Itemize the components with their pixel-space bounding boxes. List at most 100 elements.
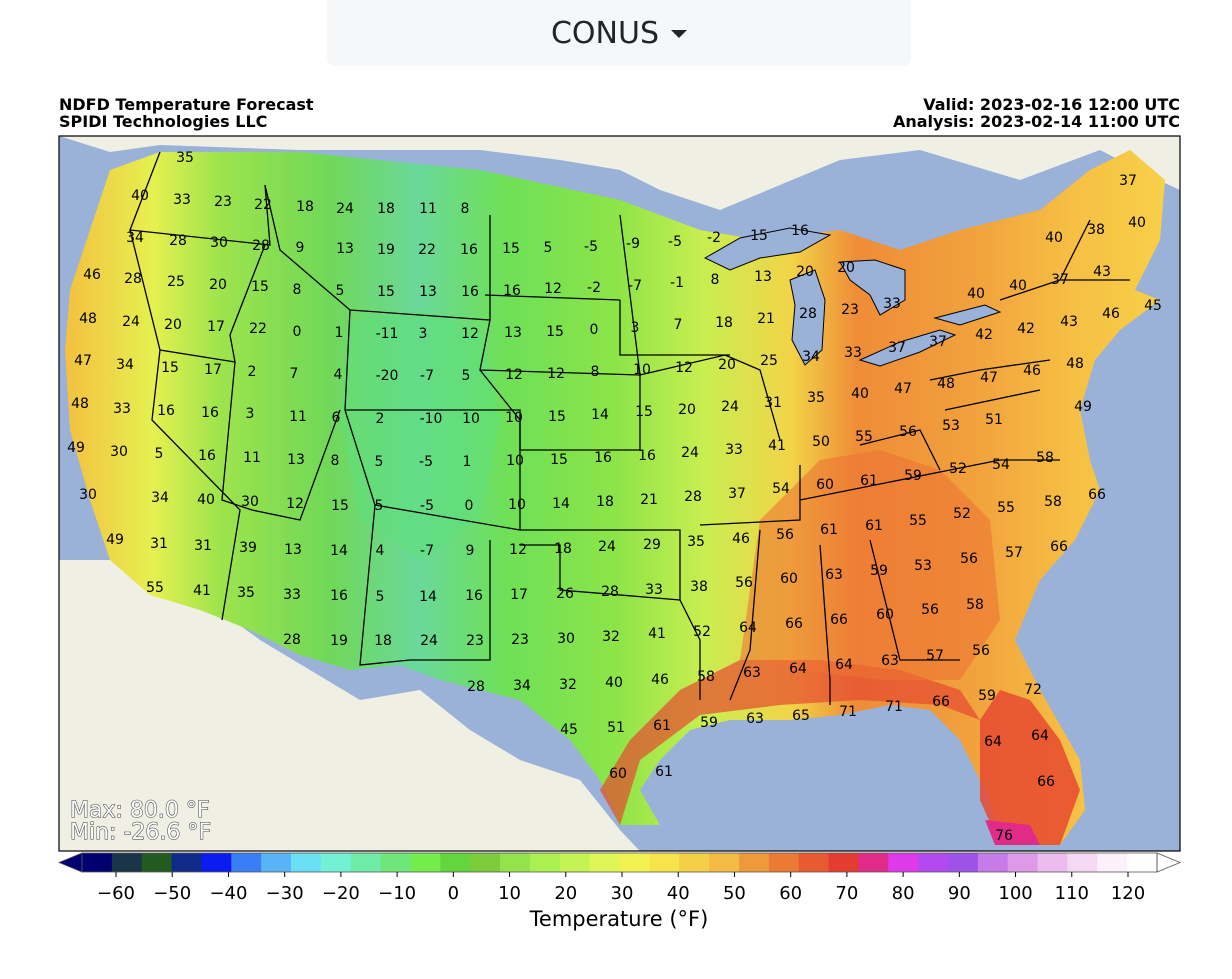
temperature-label: 5 [376, 589, 385, 605]
colorbar-swatch [350, 853, 382, 872]
colorbar-swatch [529, 853, 561, 872]
colorbar-swatch [709, 853, 740, 872]
colorbar-tick-label: −40 [209, 883, 247, 904]
colorbar-swatch [201, 853, 232, 872]
temperature-label: 13 [754, 269, 772, 285]
temperature-label: 61 [865, 518, 883, 534]
colorbar: −60 −50 −40 −30 −20 −10 0 10 20 30 40 50 60 70 80 90 100… [57, 852, 1182, 904]
temperature-label: 37 [929, 334, 947, 350]
colorbar-swatch [589, 853, 620, 872]
temperature-label: 46 [732, 531, 750, 547]
baja-land [175, 610, 300, 851]
colorbar-swatch [111, 853, 143, 872]
temperature-label: 42 [1017, 321, 1035, 337]
colorbar-tick-label: 30 [611, 883, 634, 904]
region-dropdown[interactable]: CONUS [327, 0, 911, 66]
temperature-label: 46 [83, 267, 101, 283]
temperature-label: 39 [239, 540, 257, 556]
temperature-label: 22 [254, 197, 272, 213]
colorbar-tick-label: −30 [266, 883, 304, 904]
temperature-label: 33 [283, 587, 301, 603]
temperature-label: 51 [607, 720, 625, 736]
temperature-label: 16 [157, 403, 175, 419]
temperature-label: 28 [124, 271, 142, 287]
temperature-label: 38 [690, 579, 708, 595]
temperature-label: 17 [207, 319, 225, 335]
temperature-label: 58 [1036, 450, 1054, 466]
temperature-label: 15 [546, 324, 564, 340]
colorbar-swatch [231, 853, 262, 872]
temperature-label: 5 [155, 446, 164, 462]
colorbar-tick-label: 20 [554, 883, 577, 904]
region-dropdown-label: CONUS [550, 15, 659, 51]
temperature-label: 53 [942, 418, 960, 434]
lake-michigan [789, 269, 826, 366]
colorbar-swatch [738, 853, 770, 872]
temperature-label: 20 [718, 357, 736, 373]
colorbar-swatch [380, 853, 411, 872]
temperature-label: -11 [376, 326, 399, 342]
temperature-label: 28 [467, 679, 485, 695]
temperature-label: 14 [419, 589, 437, 605]
temperature-label: -2 [587, 280, 601, 296]
temperature-label: 21 [640, 492, 658, 508]
temperature-label: 34 [151, 490, 169, 506]
caret-down-icon [671, 30, 687, 38]
temperature-label: 16 [330, 588, 348, 604]
temperature-label: 43 [1060, 314, 1078, 330]
temperature-label: 6 [332, 410, 341, 426]
temperature-label: 34 [116, 357, 134, 373]
temperature-label: 24 [721, 399, 739, 415]
temperature-label: 49 [106, 532, 124, 548]
colorbar-tick-label: 50 [723, 883, 746, 904]
map-title: NDFD Temperature Forecast [59, 95, 314, 114]
temperature-label: 20 [796, 264, 814, 280]
temperature-label: 15 [502, 241, 520, 257]
temperature-label: 20 [837, 260, 855, 276]
temperature-label: 55 [146, 580, 164, 596]
temperature-label: 48 [1066, 356, 1084, 372]
temperature-label: 40 [605, 675, 623, 691]
temperature-label: 64 [1031, 728, 1049, 744]
gulf-water [600, 700, 1000, 851]
temperature-label: 19 [377, 242, 395, 258]
min-value: Min: -26.6 °F [69, 820, 212, 845]
lake-superior [703, 227, 832, 271]
temperature-label: 15 [550, 452, 568, 468]
temperature-label: 35 [807, 390, 825, 406]
colorbar-tick-label: 80 [892, 883, 915, 904]
temperature-label: 59 [870, 563, 888, 579]
temperature-label: 0 [590, 322, 599, 338]
map-title-block: NDFD Temperature Forecast SPIDI Technolo… [59, 96, 314, 130]
temperature-label: 5 [544, 240, 553, 256]
colorbar-tick-label: 90 [948, 883, 971, 904]
temperature-label: 56 [960, 551, 978, 567]
gulf-coast-warm-band [600, 660, 980, 825]
temperature-label: 13 [419, 284, 437, 300]
temperature-label: 59 [700, 715, 718, 731]
temperature-label: 46 [651, 672, 669, 688]
temperature-label: 3 [631, 320, 640, 336]
temperature-label: 52 [949, 461, 967, 477]
temperature-label: 58 [1044, 494, 1062, 510]
colorbar-swatch [1007, 853, 1039, 872]
temperature-label: 40 [851, 386, 869, 402]
temperature-label: 66 [785, 616, 803, 632]
temperature-label: 57 [926, 648, 944, 664]
temperature-label: 31 [150, 536, 168, 552]
temperature-label: 35 [687, 534, 705, 550]
temperature-label: 61 [655, 764, 673, 780]
temperature-label: 40 [1009, 278, 1027, 294]
temperature-label: 12 [505, 367, 523, 383]
temperature-label: 21 [757, 311, 775, 327]
temperature-label: 3 [246, 406, 255, 422]
colorbar-swatch [947, 853, 979, 872]
temperature-label: 46 [1023, 363, 1041, 379]
temperature-label: 41 [648, 626, 666, 642]
colorbar-max-arrow [1156, 852, 1182, 873]
colorbar-swatch [410, 853, 441, 872]
temperature-label: 3 [419, 326, 428, 342]
colorbar-swatch [1037, 853, 1068, 872]
temperature-label: 16 [460, 242, 478, 258]
